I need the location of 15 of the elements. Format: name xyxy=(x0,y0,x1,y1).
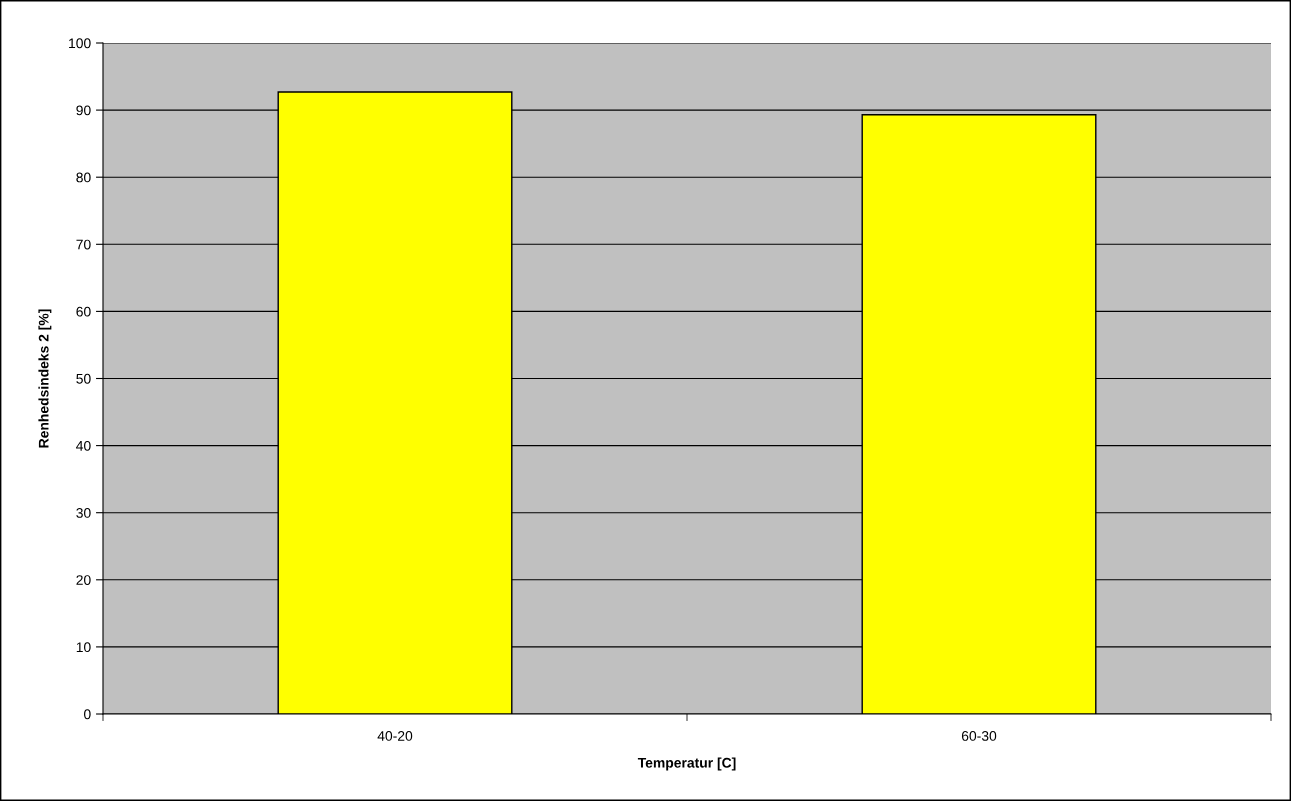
y-tick-label: 70 xyxy=(76,239,91,250)
y-tick-label: 60 xyxy=(76,306,91,317)
y-tick-label: 50 xyxy=(76,373,91,384)
y-axis-title: Renhedsindeks 2 [%] xyxy=(38,309,52,448)
y-tick-label: 10 xyxy=(76,642,91,653)
y-tick-label: 20 xyxy=(76,575,91,585)
y-tick-label: 0 xyxy=(84,709,91,720)
y-tick-label: 30 xyxy=(76,508,91,518)
y-tick-label: 100 xyxy=(69,38,91,49)
y-tick-label: 80 xyxy=(76,172,91,183)
x-tick-label: 60-30 xyxy=(961,731,997,741)
y-tick-label: 90 xyxy=(76,105,91,116)
x-axis-title: Temperatur [C] xyxy=(637,757,736,771)
y-tick-label: 40 xyxy=(76,440,91,451)
x-tick-label: 40-20 xyxy=(377,731,413,741)
